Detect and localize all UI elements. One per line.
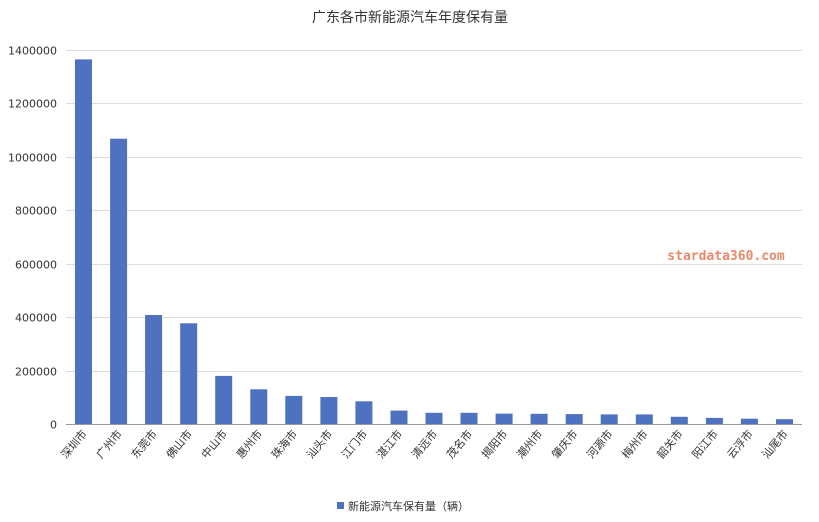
bar	[600, 414, 618, 424]
x-tick-label: 茂名市	[443, 427, 475, 461]
x-tick-label: 阳江市	[689, 427, 721, 461]
x-tick-label: 珠海市	[268, 427, 300, 461]
bar	[285, 395, 303, 424]
y-tick-label: 0	[50, 419, 57, 432]
x-tick-label: 深圳市	[58, 427, 90, 461]
bar	[460, 412, 478, 424]
y-tick-label: 1200000	[8, 98, 57, 111]
bar	[320, 397, 338, 424]
bar	[110, 138, 128, 424]
x-tick-label: 惠州市	[233, 427, 265, 461]
x-axis-ticks: 深圳市 广州市 东莞市 佛山市 中山市 惠州市 珠海市 汕头市 江门市 湛江市 清远市 茂名市 揭阳市潮…	[58, 427, 791, 461]
x-tick-label: 江门市	[338, 427, 370, 461]
gridlines	[66, 50, 802, 372]
legend: 新能源汽车保有量（辆）	[337, 499, 469, 513]
legend-label: 新能源汽车保有量（辆）	[348, 499, 469, 513]
bars	[75, 59, 793, 425]
y-tick-label: 200000	[15, 366, 57, 379]
x-tick-label: 韶关市	[654, 427, 686, 461]
x-tick-label: 清远市	[408, 427, 440, 461]
chart-title: 广东各市新能源汽车年度保有量	[312, 9, 508, 26]
bar	[180, 323, 198, 424]
y-tick-label: 400000	[15, 312, 57, 325]
x-tick-label: 梅州市	[619, 427, 651, 461]
bar	[495, 413, 513, 424]
bar	[250, 389, 268, 424]
bar	[670, 416, 688, 424]
y-tick-label: 600000	[15, 259, 57, 272]
y-tick-label: 1000000	[8, 152, 57, 165]
x-tick-label: 肇庆市	[549, 427, 581, 461]
bar	[705, 417, 723, 424]
bar	[75, 59, 92, 425]
x-tick-label: 中山市	[198, 427, 230, 461]
legend-swatch	[337, 502, 344, 509]
watermark-text: stardata360.com	[667, 249, 785, 264]
y-axis-ticks: 0 200000 400000 600000 800000 1000000 1200000 1…	[8, 45, 57, 432]
x-tick-label: 河源市	[584, 427, 616, 461]
x-tick-label: 潮州市	[513, 427, 545, 461]
x-tick-label: 佛山市	[163, 427, 195, 461]
x-tick-label: 湛江市	[373, 427, 405, 461]
bar	[530, 413, 548, 424]
bar	[355, 401, 373, 424]
bar	[635, 414, 653, 424]
bar	[776, 419, 793, 424]
bar	[145, 315, 163, 424]
x-tick-label: 汕头市	[303, 427, 335, 461]
bar	[740, 418, 758, 424]
bar	[215, 375, 233, 424]
x-tick-label: 广州市	[93, 427, 125, 461]
y-tick-label: 800000	[15, 205, 57, 218]
x-tick-label: 东莞市	[128, 427, 160, 461]
bar	[565, 414, 583, 424]
bar	[425, 412, 443, 424]
bar	[390, 410, 408, 424]
x-tick-label: 揭阳市	[478, 427, 510, 461]
y-tick-label: 1400000	[8, 45, 57, 58]
x-tick-label: 汕尾市	[759, 427, 791, 461]
x-tick-label: 云浮市	[724, 427, 756, 461]
